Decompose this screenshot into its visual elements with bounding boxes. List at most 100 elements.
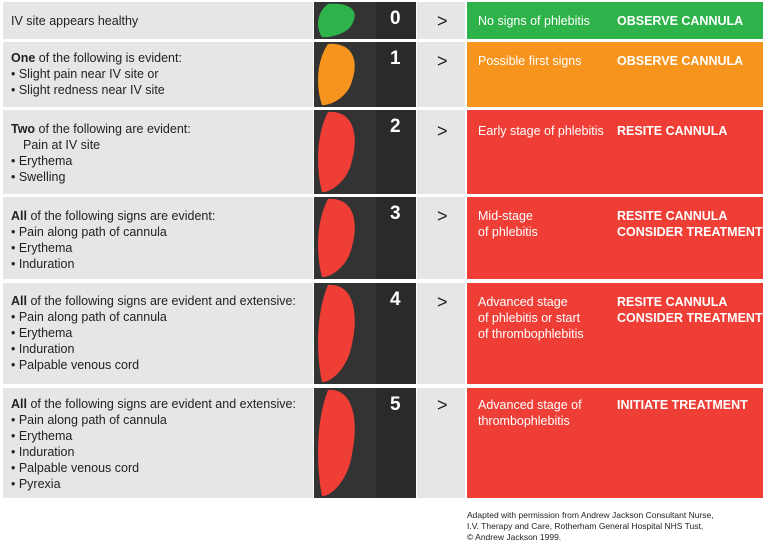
sign-item: • Palpable venous cord bbox=[11, 461, 140, 475]
score-value: 0 bbox=[390, 8, 401, 29]
phlebitis-stage: Early stage of phlebitis bbox=[478, 124, 604, 138]
recommended-action: OBSERVE CANNULA bbox=[617, 54, 744, 68]
footnote-line: I.V. Therapy and Care, Rotherham General… bbox=[467, 521, 704, 531]
signs-intro-text: of the following signs are evident and e… bbox=[26, 397, 296, 411]
status-light-icon bbox=[318, 111, 355, 193]
signs-description: One of the following is evident: • Slight… bbox=[3, 42, 313, 107]
footnote-line: Adapted with permission from Andrew Jack… bbox=[467, 510, 714, 520]
score-row-0: IV site appears healthy 0 > No signs of phl… bbox=[0, 2, 768, 39]
chevron-right-icon: > bbox=[437, 395, 448, 415]
status-light-shape bbox=[318, 3, 355, 38]
status-light-icon bbox=[318, 284, 355, 383]
score-row-5: All of the following signs are evident a… bbox=[0, 388, 768, 498]
indicator-score-panel bbox=[376, 42, 416, 107]
signs-intro-emphasis: One bbox=[11, 51, 36, 65]
status-light-shape bbox=[318, 389, 355, 497]
recommended-action: RESITE CANNULA bbox=[617, 124, 728, 138]
signs-intro-emphasis: All bbox=[11, 209, 27, 223]
signs-description: All of the following signs are evident: •… bbox=[3, 197, 313, 279]
indicator-panel: 5 bbox=[314, 388, 416, 498]
outcome-cell: Advanced stage of thrombophlebitis INITIA… bbox=[467, 388, 763, 498]
sign-item: • Erythema bbox=[11, 241, 73, 255]
status-light-icon bbox=[318, 198, 355, 278]
signs-intro: All of the following signs are evident a… bbox=[11, 293, 313, 309]
score-row-4: All of the following signs are evident a… bbox=[0, 283, 768, 384]
indicator-panel: 1 bbox=[314, 42, 416, 107]
sign-item: • Erythema bbox=[11, 154, 73, 168]
indicator-score-panel bbox=[376, 197, 416, 279]
sign-item: • Pain along path of cannula bbox=[11, 310, 167, 324]
footnote-line: © Andrew Jackson 1999. bbox=[467, 532, 562, 542]
chevron-right-icon: > bbox=[437, 292, 448, 312]
signs-intro: One of the following is evident: bbox=[11, 50, 313, 66]
score-value: 4 bbox=[390, 289, 401, 310]
indicator-panel: 4 bbox=[314, 283, 416, 384]
signs-description: Two of the following are evident: Pain at… bbox=[3, 110, 313, 194]
score-row-1: One of the following is evident: • Slight… bbox=[0, 42, 768, 107]
sign-item: • Induration bbox=[11, 342, 75, 356]
sign-item: • Swelling bbox=[11, 170, 66, 184]
chevron-right-icon: > bbox=[437, 51, 448, 71]
phlebitis-stage: Possible first signs bbox=[478, 54, 582, 68]
sign-item: • Pain along path of cannula bbox=[11, 413, 167, 427]
chevron-right-icon: > bbox=[437, 121, 448, 141]
attribution-footnote: Adapted with permission from Andrew Jack… bbox=[467, 510, 714, 543]
signs-intro-emphasis: Two bbox=[11, 122, 36, 136]
score-row-3: All of the following signs are evident: •… bbox=[0, 197, 768, 279]
sign-item: • Slight pain near IV site or bbox=[11, 67, 159, 81]
signs-intro-emphasis: All bbox=[11, 294, 27, 308]
phlebitis-stage: Advanced stage of phlebitis or start of … bbox=[478, 295, 584, 341]
outcome-cell: Mid-stage of phlebitis RESITE CANNULA CON… bbox=[467, 197, 763, 279]
recommended-action: INITIATE TREATMENT bbox=[617, 398, 748, 412]
arrow-cell bbox=[417, 283, 465, 384]
status-light-shape bbox=[318, 284, 355, 383]
signs-intro-text: of the following are evident: bbox=[35, 122, 191, 136]
sign-item: • Palpable venous cord bbox=[11, 358, 140, 372]
signs-intro: All of the following signs are evident: bbox=[11, 208, 313, 224]
phlebitis-stage: Mid-stage of phlebitis bbox=[478, 209, 538, 239]
signs-intro-text: IV site appears healthy bbox=[11, 14, 139, 28]
score-value: 1 bbox=[390, 48, 401, 69]
signs-intro: All of the following signs are evident a… bbox=[11, 396, 313, 412]
indicator-panel: 2 bbox=[314, 110, 416, 194]
signs-intro-text: of the following signs are evident: bbox=[26, 209, 216, 223]
indicator-score-panel bbox=[376, 283, 416, 384]
signs-intro-text: of the following is evident: bbox=[35, 51, 182, 65]
signs-intro: IV site appears healthy bbox=[11, 13, 313, 29]
signs-description: All of the following signs are evident a… bbox=[3, 283, 313, 384]
signs-intro-text: of the following signs are evident and e… bbox=[26, 294, 296, 308]
outcome-cell: Early stage of phlebitis RESITE CANNULA bbox=[467, 110, 763, 194]
indicator-score-panel bbox=[376, 110, 416, 194]
sign-item: • Pyrexia bbox=[11, 477, 61, 491]
sign-item: • Erythema bbox=[11, 326, 73, 340]
arrow-cell bbox=[417, 2, 465, 39]
status-light-icon bbox=[318, 43, 355, 106]
recommended-action: RESITE CANNULA CONSIDER TREATMENT bbox=[617, 295, 763, 325]
arrow-cell bbox=[417, 42, 465, 107]
indicator-score-panel bbox=[376, 2, 416, 39]
sign-item: • Erythema bbox=[11, 429, 73, 443]
status-light-shape bbox=[318, 111, 355, 193]
status-light-shape bbox=[318, 198, 355, 278]
arrow-cell bbox=[417, 388, 465, 498]
sign-item: Pain at IV site bbox=[23, 138, 101, 152]
chevron-right-icon: > bbox=[437, 11, 448, 31]
sign-item: • Induration bbox=[11, 445, 75, 459]
phlebitis-stage: Advanced stage of thrombophlebitis bbox=[478, 398, 582, 428]
indicator-panel: 0 bbox=[314, 2, 416, 39]
status-light-icon bbox=[318, 3, 355, 38]
recommended-action: RESITE CANNULA CONSIDER TREATMENT bbox=[617, 209, 763, 239]
signs-description: IV site appears healthy bbox=[3, 2, 313, 39]
outcome-cell: No signs of phlebitis OBSERVE CANNULA bbox=[467, 2, 763, 39]
arrow-cell bbox=[417, 197, 465, 279]
indicator-score-panel bbox=[376, 388, 416, 498]
outcome-cell: Advanced stage of phlebitis or start of … bbox=[467, 283, 763, 384]
score-value: 2 bbox=[390, 116, 401, 137]
outcome-cell: Possible first signs OBSERVE CANNULA bbox=[467, 42, 763, 107]
sign-item: • Induration bbox=[11, 257, 75, 271]
score-value: 3 bbox=[390, 203, 401, 224]
status-light-shape bbox=[318, 43, 355, 106]
recommended-action: OBSERVE CANNULA bbox=[617, 14, 744, 28]
indicator-panel: 3 bbox=[314, 197, 416, 279]
signs-intro: Two of the following are evident: bbox=[11, 121, 313, 137]
